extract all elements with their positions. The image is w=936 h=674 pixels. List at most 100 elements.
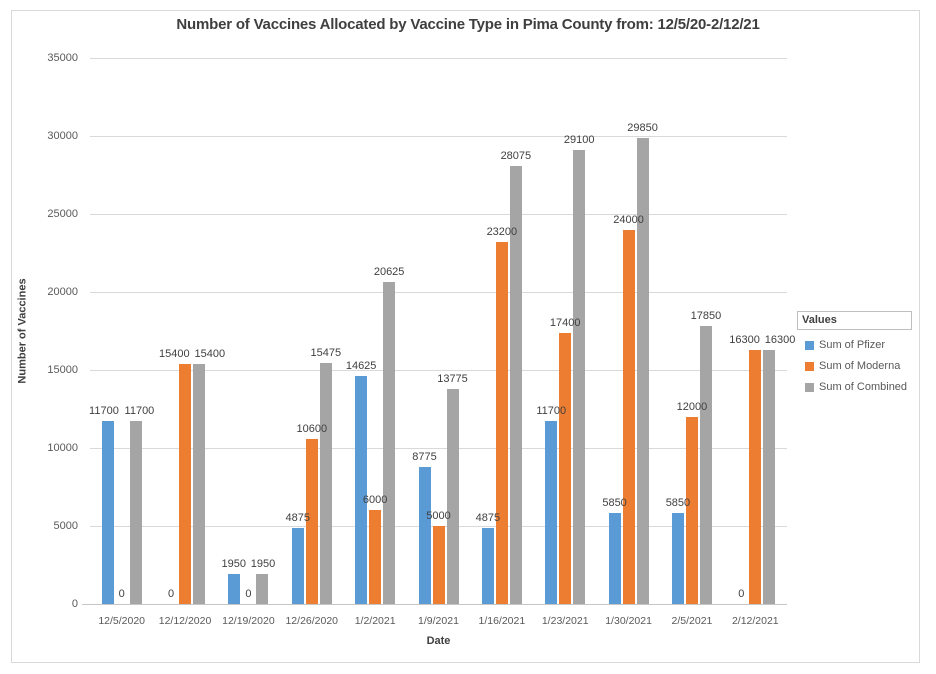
bar-sum-of-combined xyxy=(256,573,269,604)
gridline xyxy=(90,291,787,293)
x-tick-label: 12/26/2020 xyxy=(285,615,339,627)
bar-sum-of-pfizer xyxy=(355,375,368,604)
bar-sum-of-combined xyxy=(446,389,459,604)
data-label: 5000 xyxy=(426,510,451,522)
y-tick-label: 10000 xyxy=(47,442,78,454)
bar-sum-of-pfizer xyxy=(418,467,431,604)
x-tick-label: 12/12/2020 xyxy=(158,615,212,627)
data-label: 8775 xyxy=(412,451,437,464)
data-label: 17400 xyxy=(549,316,581,329)
data-label: 15475 xyxy=(310,346,342,359)
bar-sum-of-combined xyxy=(636,138,649,604)
plot-area: 11700 0 11700 0 15400 15400 1950 0 1950 4875 10600… xyxy=(82,57,795,605)
bar-sum-of-moderna xyxy=(749,349,762,604)
data-label: 16300 xyxy=(729,333,760,346)
data-label: 4875 xyxy=(285,511,310,524)
bar-sum-of-pfizer xyxy=(101,421,114,604)
bar-sum-of-pfizer xyxy=(228,573,241,604)
bar-sum-of-combined xyxy=(573,150,586,604)
x-tick-label: 2/5/2021 xyxy=(671,615,713,627)
x-tick-label: 1/23/2021 xyxy=(541,615,589,627)
data-label: 23200 xyxy=(486,226,518,239)
data-label: 1950 xyxy=(250,557,276,570)
y-tick-label: 30000 xyxy=(47,130,78,142)
legend: Values Sum of Pfizer Sum of Moderna Sum of… xyxy=(797,311,915,393)
legend-label: Sum of Moderna xyxy=(819,360,901,372)
bar-sum-of-moderna xyxy=(495,242,508,604)
data-label: 28075 xyxy=(500,150,532,163)
data-label: 15400 xyxy=(194,347,226,360)
data-label: 29100 xyxy=(563,134,595,147)
bar-sum-of-moderna xyxy=(305,438,318,604)
legend-swatch-sum-of-moderna xyxy=(805,361,814,371)
x-tick-label: 12/5/2020 xyxy=(98,615,146,627)
bar-sum-of-moderna xyxy=(685,416,698,604)
bar-sum-of-combined xyxy=(193,363,206,604)
y-tick-label: 5000 xyxy=(53,520,78,532)
x-axis-title: Date xyxy=(426,635,451,647)
legend-swatch-sum-of-pfizer xyxy=(805,340,814,350)
y-tick-label: 0 xyxy=(71,598,78,610)
bar-sum-of-combined xyxy=(383,282,396,604)
bar-sum-of-combined xyxy=(319,362,332,604)
legend-label: Sum of Pfizer xyxy=(819,339,886,351)
x-tick-label: 12/19/2020 xyxy=(222,615,275,627)
data-label: 14625 xyxy=(345,359,377,372)
data-label: 11700 xyxy=(89,405,119,418)
y-axis-title: Number of Vaccines xyxy=(14,58,32,604)
data-label: 5850 xyxy=(665,496,691,509)
bar-sum-of-combined xyxy=(509,166,522,604)
chart-title: Number of Vaccines Allocated by Vaccine … xyxy=(176,16,760,33)
data-label: 6000 xyxy=(362,494,388,507)
bar-sum-of-combined xyxy=(763,349,776,604)
data-label: 5850 xyxy=(602,496,627,509)
bar-sum-of-moderna xyxy=(432,526,445,604)
y-tick-label: 20000 xyxy=(47,286,78,298)
data-label: 0 xyxy=(245,588,252,600)
data-label: 0 xyxy=(167,588,175,600)
data-label: 13775 xyxy=(437,373,468,386)
x-tick-label: 1/30/2021 xyxy=(605,615,652,627)
gridline xyxy=(90,447,787,449)
y-tick-label: 35000 xyxy=(47,52,78,64)
gridline xyxy=(90,135,787,137)
bar-sum-of-pfizer xyxy=(291,527,304,604)
legend-swatch-sum-of-combined xyxy=(805,382,814,392)
legend-values-field-button: Values xyxy=(797,311,912,330)
data-label: 11700 xyxy=(536,405,567,418)
data-label: 12000 xyxy=(676,400,708,413)
y-axis-title-text: Number of Vaccines xyxy=(17,278,29,384)
bar-sum-of-moderna xyxy=(622,229,635,604)
data-label: 0 xyxy=(738,588,745,600)
data-label: 0 xyxy=(118,588,125,600)
y-tick-label: 25000 xyxy=(47,208,78,220)
legend-item-sum-of-pfizer: Sum of Pfizer xyxy=(805,339,915,351)
data-label: 11700 xyxy=(124,405,155,418)
x-tick-label: 2/12/2021 xyxy=(731,615,779,627)
x-tick-label: 1/16/2021 xyxy=(478,615,526,627)
legend-label: Sum of Combined xyxy=(819,381,908,393)
data-label: 24000 xyxy=(613,213,644,226)
x-tick-label: 1/2/2021 xyxy=(354,615,396,627)
bar-sum-of-moderna xyxy=(559,332,572,604)
data-label: 16300 xyxy=(764,333,796,346)
legend-item-sum-of-moderna: Sum of Moderna xyxy=(805,360,915,372)
gridline xyxy=(90,57,787,59)
data-label: 10600 xyxy=(296,422,328,435)
bar-sum-of-pfizer xyxy=(481,527,494,604)
bar-sum-of-pfizer xyxy=(671,512,684,604)
gridline xyxy=(90,213,787,215)
bar-sum-of-moderna xyxy=(369,510,382,604)
bar-sum-of-pfizer xyxy=(545,421,558,604)
data-label: 15400 xyxy=(158,347,190,360)
legend-items: Sum of Pfizer Sum of Moderna Sum of Combin… xyxy=(797,339,915,393)
gridline xyxy=(90,369,787,371)
legend-item-sum-of-combined: Sum of Combined xyxy=(805,381,915,393)
bar-sum-of-pfizer xyxy=(608,512,621,604)
gridline xyxy=(82,603,787,605)
data-label: 17850 xyxy=(690,309,722,322)
bar-sum-of-combined xyxy=(699,325,712,604)
x-tick-label: 1/9/2021 xyxy=(418,615,459,627)
data-label: 20625 xyxy=(373,266,405,279)
